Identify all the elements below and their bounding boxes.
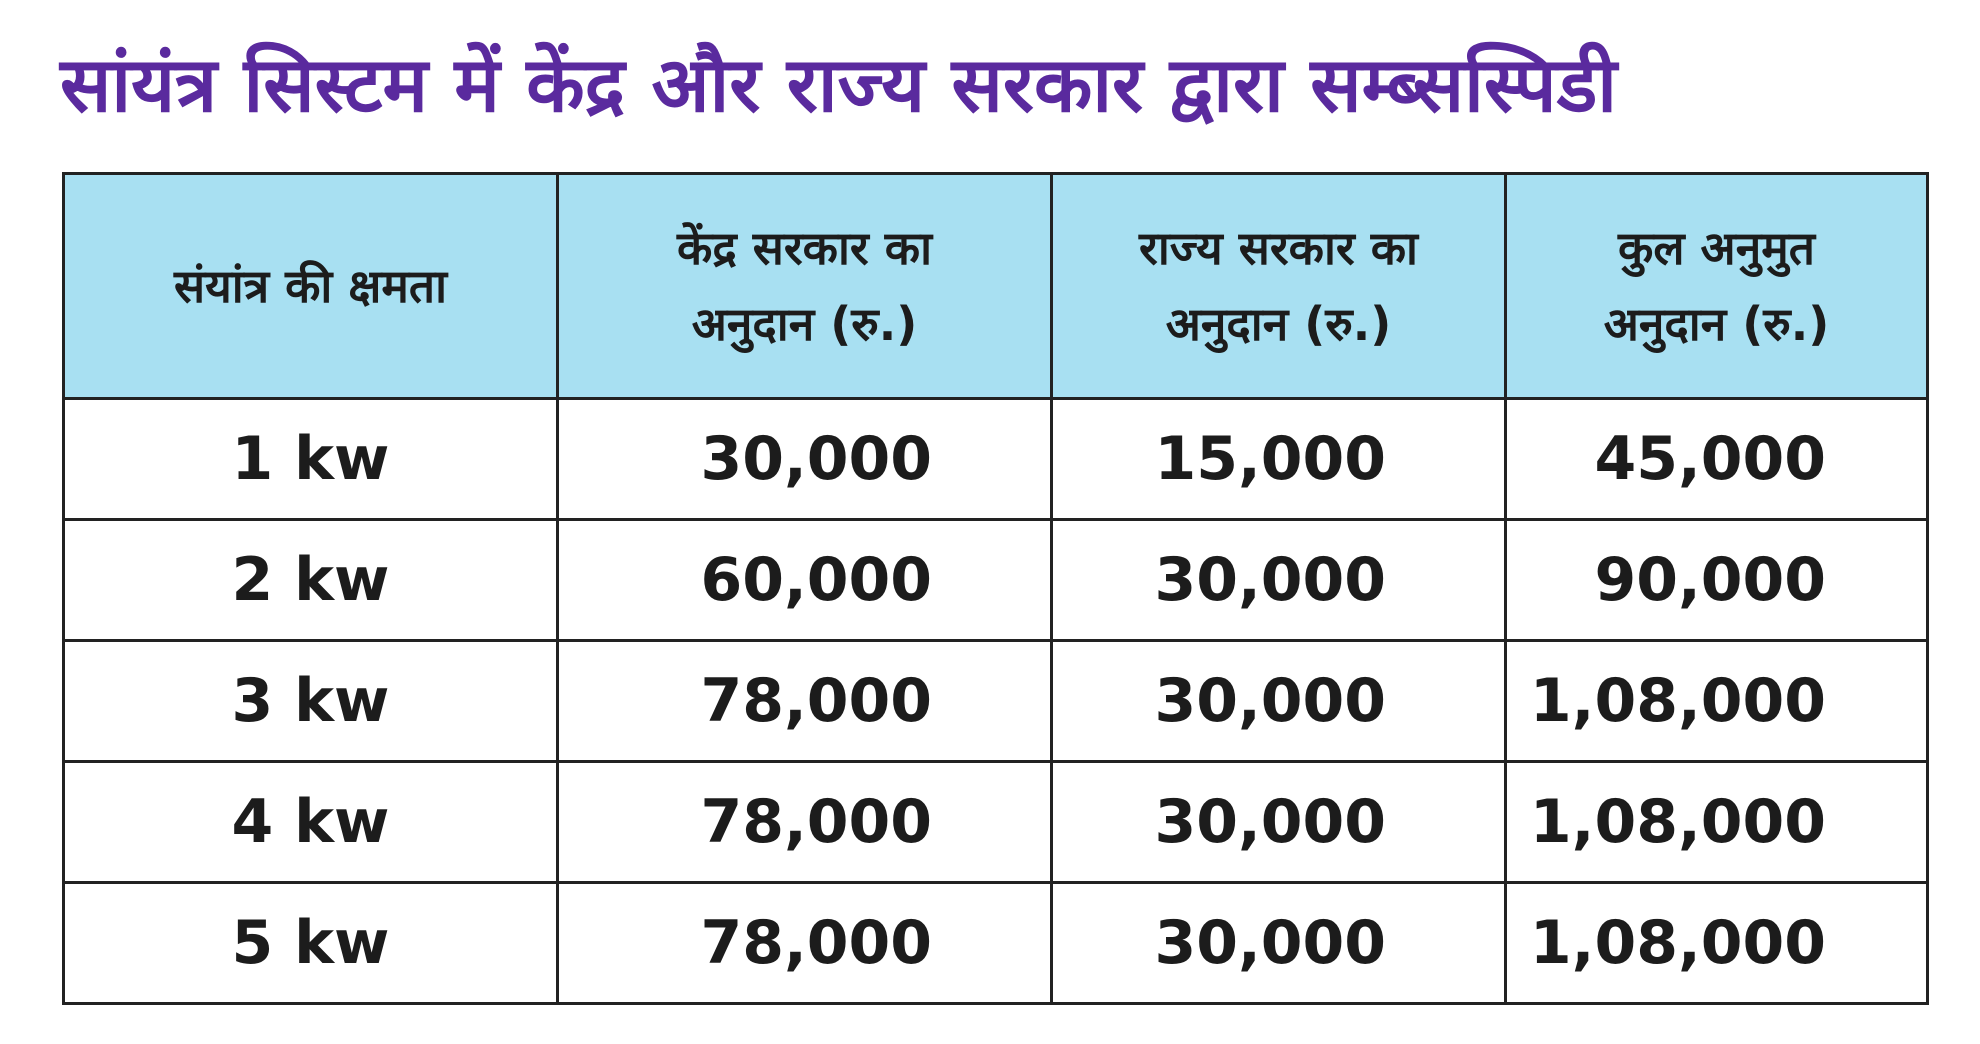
total-grant-cell: 90,000: [1504, 518, 1929, 642]
state-grant-cell: 30,000: [1050, 639, 1507, 763]
header-total-line1: कुल अनुमुत: [1618, 221, 1815, 275]
total-grant-cell: 45,000: [1504, 397, 1929, 521]
central-grant-cell: 78,000: [556, 639, 1053, 763]
header-total-line2: अनुदान (रु.): [1603, 297, 1830, 351]
table-row: 5 kw 78,000 30,000 1,08,000: [62, 881, 1929, 1005]
capacity-cell: 3 kw: [62, 639, 559, 763]
central-grant-cell: 60,000: [556, 518, 1053, 642]
subsidy-table: संयांत्र की क्षमता केंद्र सरकार का अनुदा…: [62, 172, 1929, 1005]
central-grant-cell: 30,000: [556, 397, 1053, 521]
capacity-cell: 4 kw: [62, 760, 559, 884]
header-total-grant: कुल अनुमुत अनुदान (रु.): [1504, 172, 1929, 400]
table-row: 1 kw 30,000 15,000 45,000: [62, 397, 1929, 521]
table-row: 3 kw 78,000 30,000 1,08,000: [62, 639, 1929, 763]
capacity-cell: 2 kw: [62, 518, 559, 642]
total-grant-cell: 1,08,000: [1504, 639, 1929, 763]
header-capacity: संयांत्र की क्षमता: [62, 172, 559, 400]
page-title: सांयंत्र सिस्टम में केंद्र और राज्य सरका…: [60, 40, 1617, 129]
state-grant-cell: 30,000: [1050, 518, 1507, 642]
capacity-cell: 5 kw: [62, 881, 559, 1005]
table-row: 2 kw 60,000 30,000 90,000: [62, 518, 1929, 642]
state-grant-cell: 15,000: [1050, 397, 1507, 521]
table-row: 4 kw 78,000 30,000 1,08,000: [62, 760, 1929, 884]
header-central-grant: केंद्र सरकार का अनुदान (रु.): [556, 172, 1053, 400]
header-state-grant: राज्य सरकार का अनुदान (रु.): [1050, 172, 1507, 400]
state-grant-cell: 30,000: [1050, 760, 1507, 884]
header-central-line1: केंद्र सरकार का: [677, 221, 932, 275]
state-grant-cell: 30,000: [1050, 881, 1507, 1005]
header-state-line2: अनुदान (रु.): [1165, 297, 1392, 351]
central-grant-cell: 78,000: [556, 881, 1053, 1005]
header-central-line2: अनुदान (रु.): [691, 297, 918, 351]
total-grant-cell: 1,08,000: [1504, 881, 1929, 1005]
total-grant-cell: 1,08,000: [1504, 760, 1929, 884]
header-state-line1: राज्य सरकार का: [1139, 221, 1418, 275]
capacity-cell: 1 kw: [62, 397, 559, 521]
header-capacity-line1: संयांत्र की क्षमता: [174, 259, 447, 313]
central-grant-cell: 78,000: [556, 760, 1053, 884]
table-header-row: संयांत्र की क्षमता केंद्र सरकार का अनुदा…: [62, 172, 1929, 400]
